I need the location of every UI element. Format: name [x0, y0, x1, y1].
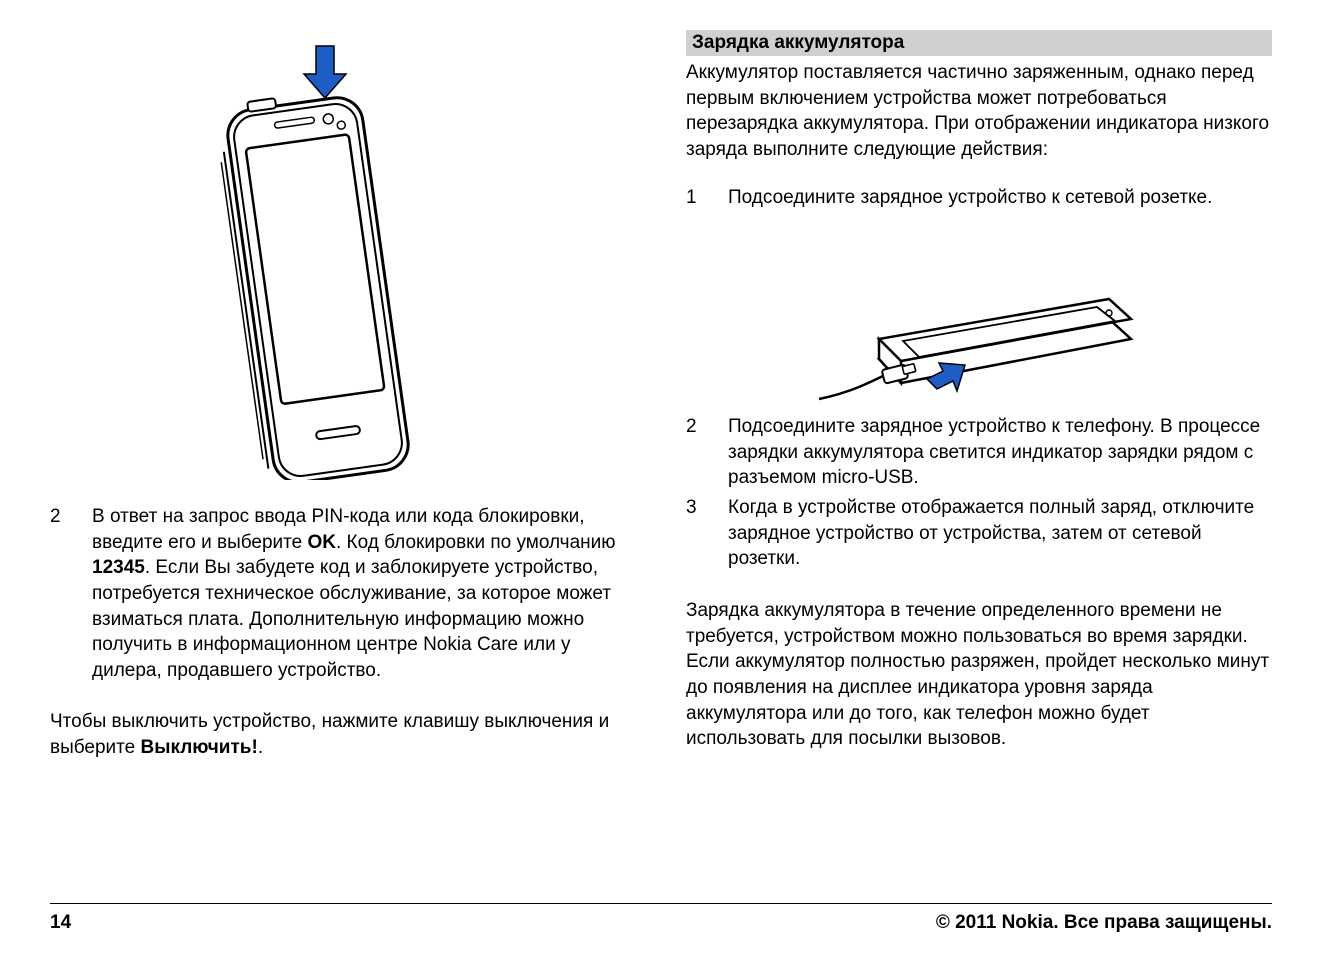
text-part: Чтобы выключить устройство, нажмите клав…: [50, 711, 609, 758]
outro-paragraph: Зарядка аккумулятора в течение определен…: [686, 598, 1272, 752]
figure-phone-front: [50, 30, 636, 490]
right-step-1: 1 Подсоедините зарядное устройство к сет…: [686, 185, 1272, 211]
step-number: 2: [686, 414, 706, 491]
bold-code: 12345: [92, 557, 145, 578]
phone-front-illustration: [208, 40, 478, 480]
step-text: Подсоедините зарядное устройство к телеф…: [728, 414, 1272, 491]
left-step-2: 2 В ответ на запрос ввода PIN-кода или к…: [50, 504, 636, 683]
right-step-2: 2 Подсоедините зарядное устройство к тел…: [686, 414, 1272, 491]
document-page: 2 В ответ на запрос ввода PIN-кода или к…: [0, 0, 1322, 954]
copyright-text: © 2011 Nokia. Все права защищены.: [936, 912, 1272, 934]
page-footer: 14 © 2011 Nokia. Все права защищены.: [50, 903, 1272, 934]
text-part: .: [258, 737, 263, 758]
section-heading: Зарядка аккумулятора: [686, 30, 1272, 56]
step-number: 3: [686, 495, 706, 572]
shutdown-paragraph: Чтобы выключить устройство, нажмите клав…: [50, 709, 636, 760]
step-number: 1: [686, 185, 706, 211]
left-column: 2 В ответ на запрос ввода PIN-кода или к…: [50, 30, 636, 883]
bold-ok: OK: [307, 532, 336, 553]
step-text: Подсоедините зарядное устройство к сетев…: [728, 185, 1212, 211]
figure-phone-charging: [686, 214, 1272, 414]
right-step-3: 3 Когда в устройстве отображается полный…: [686, 495, 1272, 572]
step-text: В ответ на запрос ввода PIN-кода или код…: [92, 504, 636, 683]
text-part: . Если Вы забудете код и заблокируете ус…: [92, 557, 611, 681]
step-text: Когда в устройстве отображается полный з…: [728, 495, 1272, 572]
right-column: Зарядка аккумулятора Аккумулятор поставл…: [686, 30, 1272, 883]
page-number: 14: [50, 912, 71, 934]
bold-shutdown: Выключить!: [141, 737, 258, 758]
text-part: . Код блокировки по умолчанию: [336, 532, 616, 553]
phone-charging-illustration: [809, 219, 1149, 409]
arrow-down-icon: [304, 46, 346, 98]
two-column-layout: 2 В ответ на запрос ввода PIN-кода или к…: [50, 30, 1272, 883]
intro-paragraph: Аккумулятор поставляется частично заряже…: [686, 60, 1272, 163]
step-number: 2: [50, 504, 70, 683]
